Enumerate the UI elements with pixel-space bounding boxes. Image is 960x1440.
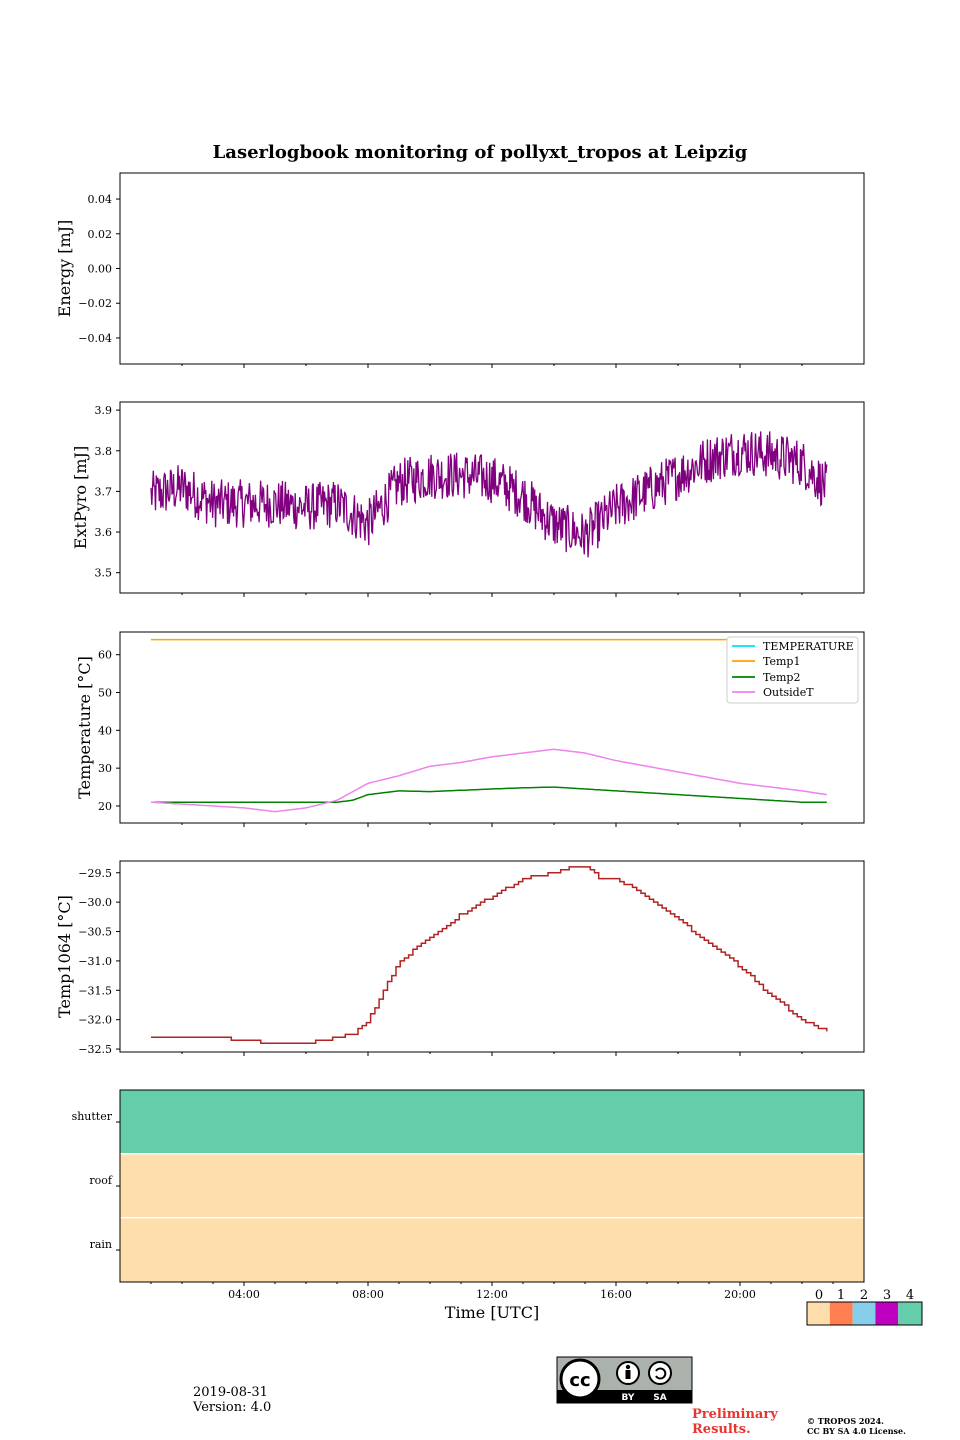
colorbar-cell-0 <box>807 1302 830 1325</box>
energy-ytick-label: 0.04 <box>88 193 113 206</box>
colorbar-label-1: 1 <box>837 1288 845 1303</box>
preliminary-results-line2: Results. <box>692 1422 751 1437</box>
cc-logo-text: cc <box>569 1370 590 1391</box>
energy-yticks: 0.04 0.02 0.00 −0.02 −0.04 <box>78 193 120 345</box>
date-label: 2019-08-31 <box>193 1385 268 1400</box>
temp1064-ytick-label: −31.0 <box>78 955 112 968</box>
chart-title: Laserlogbook monitoring of pollyxt_tropo… <box>213 142 748 163</box>
temp1064-series-line <box>151 866 828 1044</box>
legend-box <box>726 636 859 704</box>
status-xtick-label: 04:00 <box>228 1288 260 1301</box>
by-person-head <box>625 1364 631 1370</box>
colorbar-cell-4 <box>898 1302 922 1325</box>
colorbar-cell-2 <box>852 1302 876 1325</box>
status-xtick-label: 16:00 <box>600 1288 632 1301</box>
copyright-line2: CC BY SA 4.0 License. <box>807 1426 906 1436</box>
temperature-ylabel: Temperature [°C] <box>75 656 94 799</box>
status-row-roof <box>120 1154 864 1217</box>
colorbar-label-3: 3 <box>883 1288 891 1303</box>
colorbar-frame <box>806 1301 923 1326</box>
temperature-ytick-label: 50 <box>98 687 112 700</box>
temperature-yticks: 60 50 40 30 20 <box>98 649 120 813</box>
status-row-label-roof: roof <box>89 1174 113 1187</box>
temp1064-ytick-label: −29.5 <box>78 867 112 880</box>
temperature-ytick-label: 40 <box>98 724 112 737</box>
status-xtick-label: 20:00 <box>724 1288 756 1301</box>
preliminary-results-line1: Preliminary <box>692 1407 778 1422</box>
temp1064-ytick-label: −31.5 <box>78 984 112 997</box>
legend-label-temperature: TEMPERATURE <box>763 640 854 653</box>
extpyro-ytick-label: 3.7 <box>95 485 113 498</box>
extpyro-xticks <box>181 593 803 597</box>
energy-axes-frame <box>119 172 865 365</box>
energy-ylabel: Energy [mJ] <box>55 220 74 318</box>
temp1064-ytick-label: −30.5 <box>78 926 112 939</box>
extpyro-ytick-label: 3.8 <box>95 445 113 458</box>
outsidet-series-line <box>150 748 827 813</box>
status-row-label-rain: rain <box>90 1238 112 1251</box>
status-row-rain <box>120 1218 864 1282</box>
colorbar-label-2: 2 <box>860 1288 868 1303</box>
energy-ytick-label: −0.02 <box>78 297 112 310</box>
extpyro-ytick-label: 3.5 <box>95 567 113 580</box>
status-row-shutter <box>120 1090 864 1153</box>
by-person-body <box>625 1370 631 1379</box>
colorbar-label-0: 0 <box>815 1288 823 1303</box>
temp1064-ytick-label: −32.0 <box>78 1014 112 1027</box>
temp1064-panel: Temp1064 [°C] −29.5−30.0−30.5−31.0−31.5−… <box>55 860 865 1056</box>
status-xtick-label: 12:00 <box>476 1288 508 1301</box>
legend-label-temp2: Temp2 <box>763 671 800 684</box>
cc-sa-label: SA <box>653 1393 666 1403</box>
cc-by-sa-badge: cc BY SA <box>556 1356 693 1404</box>
legend-label-outsidet: OutsideT <box>763 686 814 699</box>
temp1064-ylabel: Temp1064 [°C] <box>55 895 74 1018</box>
temperature-ytick-label: 30 <box>98 762 112 775</box>
colorbar-cell-1 <box>829 1302 853 1325</box>
x-axis-label: Time [UTC] <box>445 1303 539 1322</box>
temp1064-axes-frame <box>119 860 865 1053</box>
status-row-label-shutter: shutter <box>72 1110 113 1123</box>
temp1064-xticks <box>181 1052 803 1056</box>
legend-label-temp1: Temp1 <box>763 655 800 668</box>
temperature-ytick-label: 20 <box>98 800 112 813</box>
temp2-series-line <box>151 786 827 803</box>
temperature-panel: Temperature [°C] 60 50 40 30 20 TEMPERATURE … <box>75 631 865 827</box>
extpyro-yticks: 3.9 3.8 3.7 3.6 3.5 <box>95 404 120 580</box>
energy-ytick-label: 0.00 <box>88 263 113 276</box>
status-panel: shutter roof rain 04:00 08:00 12:00 16:00 20… <box>72 1089 865 1322</box>
energy-ytick-label: 0.02 <box>88 228 113 241</box>
cc-logo-icon <box>559 1358 601 1400</box>
energy-panel: Energy [mJ] 0.04 0.02 0.00 −0.02 −0.04 <box>55 172 865 368</box>
version-label: Version: 4.0 <box>192 1400 271 1415</box>
energy-xticks <box>181 364 803 368</box>
colorbar-cell-3 <box>875 1302 899 1325</box>
temperature-xticks <box>181 823 803 827</box>
extpyro-ytick-label: 3.6 <box>95 526 113 539</box>
temperature-ytick-label: 60 <box>98 649 112 662</box>
temp1064-ytick-label: −32.5 <box>78 1043 112 1056</box>
temp1064-yticks: −29.5 −30.0 −30.5 −31.0 −31.5 −32.0 −32.5 <box>78 867 120 1056</box>
energy-ytick-label: −0.04 <box>78 332 112 345</box>
temp1064-ytick-label: −30.0 <box>78 896 112 909</box>
status-xticks: 04:00 08:00 12:00 16:00 20:00 <box>150 1282 834 1301</box>
extpyro-series-line <box>150 431 828 558</box>
temperature-legend: TEMPERATURE Temp1 Temp2 OutsideT <box>726 636 859 704</box>
sa-share-alike-icon <box>648 1361 672 1385</box>
extpyro-ytick-label: 3.9 <box>95 404 113 417</box>
extpyro-ylabel: ExtPyro [mJ] <box>71 446 90 549</box>
status-colorbar: 0 1 2 3 4 <box>806 1288 923 1326</box>
status-xtick-label: 08:00 <box>352 1288 384 1301</box>
sa-arrow-arc <box>655 1367 667 1380</box>
copyright-line1: © TROPOS 2024. <box>807 1416 884 1426</box>
cc-by-label: BY <box>622 1393 635 1403</box>
colorbar-label-4: 4 <box>906 1288 914 1303</box>
extpyro-panel: ExtPyro [mJ] 3.9 3.8 3.7 3.6 3.5 <box>71 401 865 597</box>
